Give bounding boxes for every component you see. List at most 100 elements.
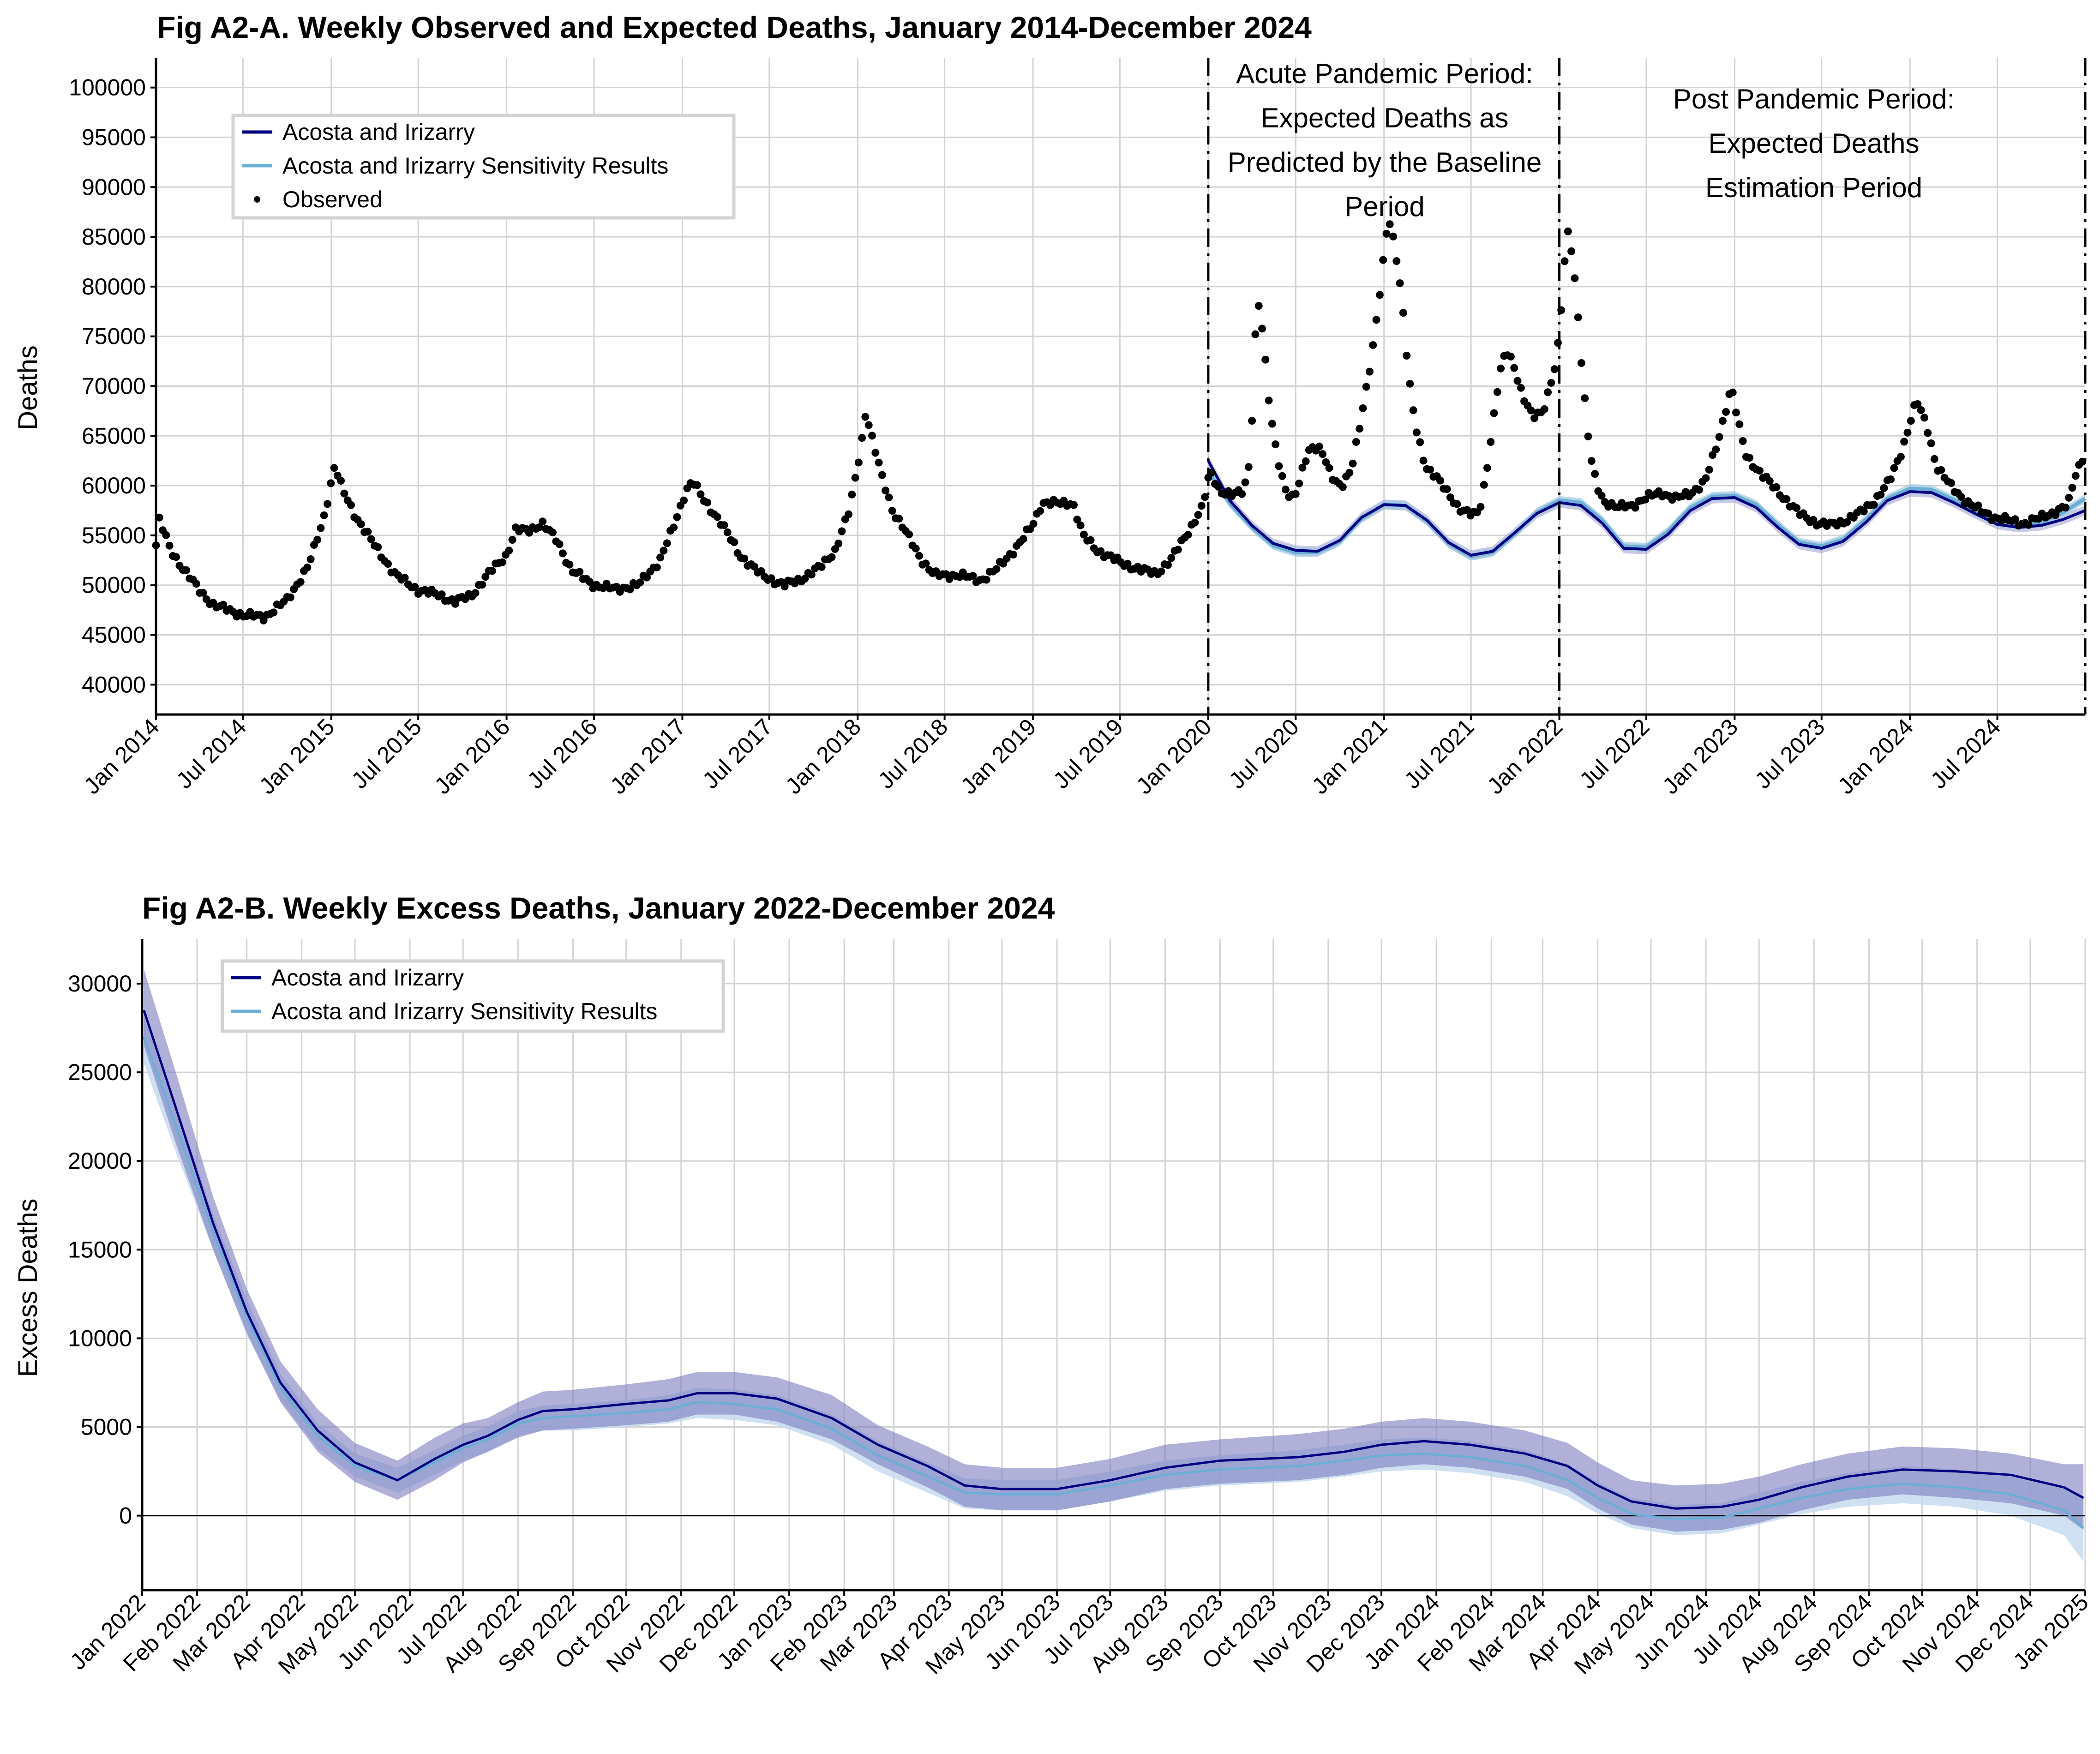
observed-point — [1409, 406, 1417, 414]
observed-point — [882, 487, 890, 495]
observed-point — [1419, 457, 1428, 465]
y-tick-label-a: 55000 — [82, 523, 146, 548]
observed-point — [1362, 383, 1370, 391]
observed-point — [1345, 469, 1354, 477]
observed-point — [885, 493, 893, 502]
observed-point — [1029, 520, 1038, 528]
observed-point — [1315, 442, 1323, 451]
observed-point — [1722, 408, 1730, 416]
observed-point — [1914, 400, 1922, 408]
observed-point — [838, 527, 846, 535]
observed-point — [219, 601, 228, 609]
sensitivity-line-b — [143, 1036, 2084, 1529]
observed-point — [1900, 438, 1908, 446]
observed-point — [858, 434, 866, 442]
observed-point — [1567, 247, 1576, 255]
observed-point — [828, 553, 836, 561]
annotation-post-line-3: Estimation Period — [1705, 172, 1922, 203]
observed-point — [337, 477, 345, 485]
observed-point — [1896, 453, 1905, 461]
observed-point — [1517, 384, 1525, 392]
observed-point — [912, 544, 920, 553]
legend-label-a-0: Acosta and Irizarry — [282, 119, 475, 145]
observed-point — [1917, 406, 1925, 414]
observed-point — [1739, 437, 1747, 445]
observed-point — [471, 589, 480, 597]
observed-point — [1291, 490, 1300, 498]
observed-point — [259, 616, 268, 625]
observed-point — [1369, 341, 1377, 349]
observed-point — [1974, 501, 1982, 510]
observed-point — [303, 564, 312, 571]
observed-point — [875, 458, 883, 467]
y-tick-label-b: 20000 — [68, 1148, 132, 1174]
observed-point — [660, 547, 668, 555]
observed-point — [1493, 388, 1501, 396]
observed-point — [1843, 518, 1851, 526]
observed-point — [411, 583, 419, 591]
observed-point — [2061, 504, 2070, 512]
observed-point — [703, 499, 712, 507]
observed-point — [1510, 364, 1518, 372]
observed-point — [1544, 388, 1552, 396]
observed-point — [1487, 438, 1495, 446]
chart-title-a: Fig A2-A. Weekly Observed and Expected D… — [157, 10, 1312, 44]
observed-point — [723, 528, 732, 536]
expected-lines-a — [1206, 460, 2087, 559]
observed-point — [871, 449, 880, 457]
observed-point — [1076, 521, 1085, 529]
observed-point — [1702, 474, 1710, 482]
observed-point — [1641, 495, 1650, 504]
observed-point — [320, 511, 328, 519]
observed-point — [1413, 428, 1421, 437]
observed-point — [384, 560, 392, 568]
observed-point — [817, 563, 826, 571]
observed-point — [1927, 439, 1935, 447]
observed-point — [1325, 464, 1333, 472]
observed-point — [1097, 547, 1105, 555]
y-tick-label-b: 30000 — [68, 971, 132, 997]
observed-point — [172, 553, 180, 561]
y-tick-label-a: 90000 — [82, 174, 146, 200]
observed-point — [1207, 469, 1216, 477]
observed-point — [270, 608, 278, 617]
observed-point — [1490, 409, 1498, 417]
observed-point — [1184, 530, 1192, 539]
observed-point — [969, 571, 977, 580]
observed-point — [2065, 493, 2073, 502]
observed-point — [693, 481, 702, 489]
observed-point — [1019, 535, 1027, 543]
observed-point — [1765, 477, 1774, 485]
observed-point — [1756, 467, 1764, 475]
observed-point — [1302, 457, 1310, 465]
observed-point — [1718, 417, 1727, 425]
observed-point — [505, 547, 513, 555]
annotation-acute-line-3: Predicted by the Baseline — [1228, 147, 1542, 178]
observed-point — [1389, 232, 1397, 240]
observed-point — [1571, 274, 1579, 282]
observed-point — [1251, 330, 1260, 338]
observed-point — [1268, 420, 1276, 428]
observed-point — [848, 490, 856, 499]
y-tick-label-a: 40000 — [82, 672, 146, 697]
observed-point — [1349, 459, 1357, 468]
observed-point — [626, 585, 634, 594]
observed-point — [1036, 507, 1044, 515]
observed-point — [1530, 414, 1538, 422]
observed-point — [1732, 408, 1740, 417]
observed-point — [1550, 365, 1559, 373]
observed-point — [1483, 464, 1491, 472]
observed-point — [1695, 486, 1703, 494]
observed-point — [1009, 551, 1017, 559]
observed-point — [1547, 378, 1555, 387]
observed-point — [982, 576, 990, 584]
observed-point — [539, 517, 547, 526]
observed-point — [807, 571, 816, 579]
observed-point — [1261, 355, 1270, 364]
observed-point — [549, 529, 557, 536]
observed-point — [340, 489, 348, 498]
observed-point — [364, 528, 372, 536]
observed-point — [1446, 493, 1454, 502]
observed-point — [1527, 406, 1535, 414]
y-tick-label-a: 45000 — [82, 622, 146, 648]
